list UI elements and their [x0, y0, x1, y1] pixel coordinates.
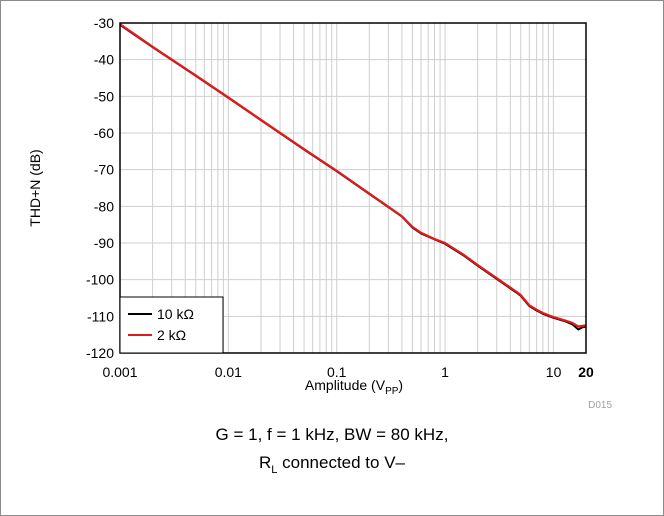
y-tick-label: -90: [94, 235, 114, 251]
x-tick-label: 0.001: [102, 364, 137, 380]
caption-line-2: RL connected to V–: [0, 453, 664, 476]
y-tick-label: -70: [94, 162, 114, 178]
figure-id: D015: [588, 400, 612, 411]
y-tick-label: -30: [94, 15, 114, 31]
x-tick-labels: 0.001 0.01 0.1 1 10 20: [102, 364, 594, 380]
x-tick-label: 1: [441, 364, 449, 380]
y-tick-labels: -30 -40 -50 -60 -70 -80 -90 -100 -110 -120: [86, 15, 114, 361]
x-axis-label: Amplitude (VPP): [305, 377, 403, 397]
legend-label-10k: 10 kΩ: [157, 306, 194, 322]
caption-r: R: [259, 453, 272, 472]
legend-label-2k: 2 kΩ: [157, 327, 186, 343]
x-tick-label: 0.01: [215, 364, 242, 380]
y-tick-label: -40: [94, 52, 114, 68]
y-tick-label: -100: [86, 272, 114, 288]
y-tick-label: -120: [86, 345, 114, 361]
y-tick-label: -110: [87, 308, 114, 324]
y-tick-label: -80: [94, 198, 114, 214]
series-lines: [119, 23, 587, 331]
caption-r-sub: L: [271, 464, 278, 476]
legend-box: [119, 296, 224, 354]
x-tick-label: 10: [546, 364, 562, 380]
y-tick-label: -60: [94, 125, 114, 141]
caption-line-1: G = 1, f = 1 kHz, BW = 80 kHz,: [215, 425, 449, 444]
y-axis-label: THD+N (dB): [27, 149, 43, 226]
x-tick-label: 20: [578, 364, 594, 380]
legend: 10 kΩ 2 kΩ: [119, 296, 224, 354]
plot-area-border: [119, 22, 587, 354]
series-line-1: [119, 23, 587, 328]
y-tick-label: -50: [94, 88, 114, 104]
caption-rest: connected to V–: [277, 453, 405, 472]
x-tick-label: 0.1: [327, 364, 347, 380]
